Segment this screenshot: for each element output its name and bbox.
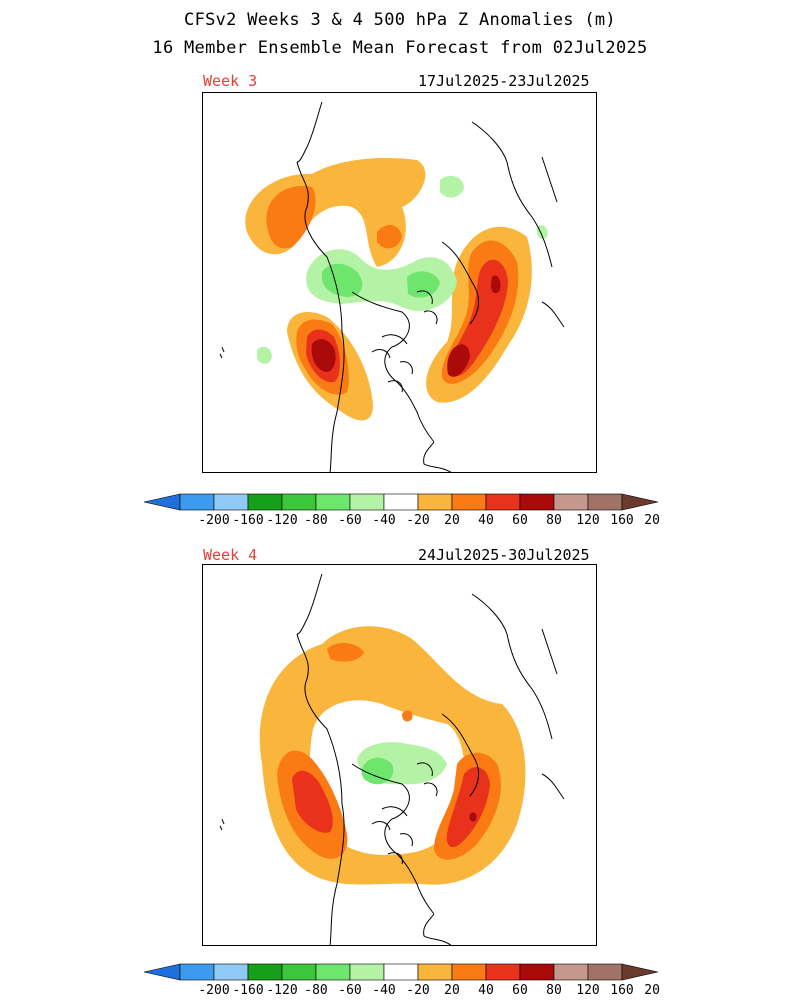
colorbar-box (349, 493, 385, 511)
week4-coastlines (219, 573, 565, 946)
colorbar-box (553, 493, 589, 511)
colorbar-tick-label: 60 (512, 513, 528, 528)
colorbar-tick-label: -120 (266, 983, 297, 998)
colorbar-box (383, 493, 419, 511)
colorbar-box (213, 493, 249, 511)
colorbar-arrow-low (143, 493, 181, 511)
colorbar-box (519, 493, 555, 511)
week3-colorbar-labels: -200 -160 -120 -80 -60 -40 -20 20 40 60 80 120 160 20… (198, 513, 660, 528)
colorbar-box (417, 963, 453, 981)
week3-colorbar: -200 -160 -120 -80 -60 -40 -20 20 40 60 80 120 160 20… (143, 493, 660, 528)
week4-anomaly-contours (259, 626, 526, 885)
week4-colorbar-labels: -200 -160 -120 -80 -60 -40 -20 20 40 60 80 120 160 20… (198, 983, 660, 998)
colorbar-tick-label: 200 (644, 513, 660, 528)
colorbar-tick-label: -20 (406, 983, 429, 998)
colorbar-box (349, 963, 385, 981)
colorbar-tick-label: 60 (512, 983, 528, 998)
colorbar-box (315, 963, 351, 981)
colorbar-box (451, 493, 487, 511)
colorbar-tick-label: -40 (372, 983, 395, 998)
colorbar-tick-label: 80 (546, 513, 562, 528)
colorbar-tick-label: 20 (444, 513, 460, 528)
colorbar-box (417, 493, 453, 511)
colorbar-tick-label: 120 (576, 983, 599, 998)
colorbar-tick-label: 160 (610, 513, 633, 528)
colorbar-arrow-high (621, 963, 659, 981)
week3-dates: 17Jul2025-23Jul2025 (418, 72, 590, 90)
colorbar-tick-label: -160 (232, 983, 263, 998)
colorbar-box (315, 493, 351, 511)
chart-title: CFSv2 Weeks 3 & 4 500 hPa Z Anomalies (m… (184, 10, 616, 30)
colorbar-box (587, 963, 623, 981)
colorbar-tick-label: 40 (478, 983, 494, 998)
colorbar-box (247, 963, 283, 981)
colorbar-box (519, 963, 555, 981)
colorbar-tick-label: 200 (644, 983, 660, 998)
colorbar-box (179, 963, 215, 981)
week3-anomaly-contours (245, 157, 548, 421)
week4-map (202, 564, 597, 946)
colorbar-box (485, 963, 521, 981)
colorbar-box (179, 493, 215, 511)
colorbar-arrow-low (143, 963, 181, 981)
colorbar-tick-label: 40 (478, 513, 494, 528)
colorbar-tick-label: -160 (232, 513, 263, 528)
colorbar-arrow-high (621, 493, 659, 511)
colorbar-tick-label: -60 (338, 983, 361, 998)
colorbar-tick-label: -200 (198, 983, 229, 998)
colorbar-tick-label: -40 (372, 513, 395, 528)
week3-colorbar-boxes (143, 493, 659, 511)
week4-dates: 24Jul2025-30Jul2025 (418, 546, 590, 564)
week3-coastlines (219, 101, 565, 473)
colorbar-box (213, 963, 249, 981)
week4-colorbar: -200 -160 -120 -80 -60 -40 -20 20 40 60 80 120 160 20… (143, 963, 660, 998)
week3-map (202, 92, 597, 473)
colorbar-tick-label: 160 (610, 983, 633, 998)
colorbar-box (383, 963, 419, 981)
colorbar-tick-label: 20 (444, 983, 460, 998)
colorbar-tick-label: -80 (304, 513, 327, 528)
colorbar-box (553, 963, 589, 981)
colorbar-box (485, 493, 521, 511)
week4-label: Week 4 (203, 546, 258, 564)
colorbar-tick-label: 120 (576, 513, 599, 528)
colorbar-box (587, 493, 623, 511)
colorbar-tick-label: -120 (266, 513, 297, 528)
week3-label: Week 3 (203, 72, 258, 90)
colorbar-tick-label: -200 (198, 513, 229, 528)
colorbar-tick-label: -60 (338, 513, 361, 528)
colorbar-tick-label: 80 (546, 983, 562, 998)
week4-colorbar-boxes (143, 963, 659, 981)
colorbar-tick-label: -80 (304, 983, 327, 998)
colorbar-box (247, 493, 283, 511)
colorbar-box (281, 963, 317, 981)
colorbar-tick-label: -20 (406, 513, 429, 528)
colorbar-box (281, 493, 317, 511)
colorbar-box (451, 963, 487, 981)
chart-subtitle: 16 Member Ensemble Mean Forecast from 02… (152, 38, 648, 58)
